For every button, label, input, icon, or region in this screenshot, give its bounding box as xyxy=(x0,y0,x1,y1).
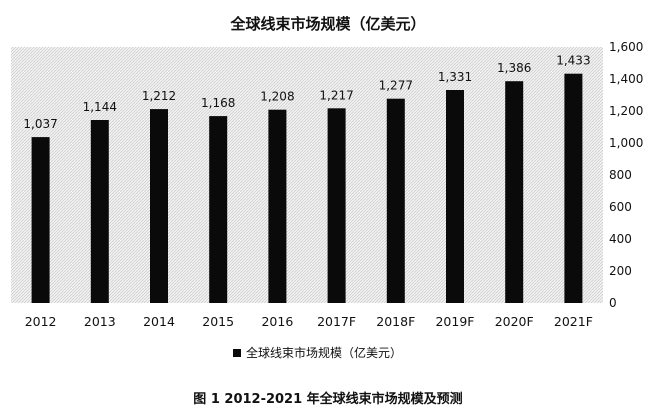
x-tick-label-2013: 2013 xyxy=(84,314,116,329)
x-tick-label-2018F: 2018F xyxy=(376,314,415,329)
data-label-2021F: 1,433 xyxy=(556,54,590,68)
bar-2014 xyxy=(150,109,168,303)
legend-label: 全球线束市场规模（亿美元） xyxy=(246,345,402,360)
y-tick-label-4: 800 xyxy=(609,168,632,182)
y-axis: 0 200 400 600 800 1,000 1,200 1,400 1,600 xyxy=(609,40,643,310)
value-labels-group: 1,037 1,144 1,212 1,168 1,208 1,217 1,277 1,331… xyxy=(23,54,590,131)
x-tick-label-2016: 2016 xyxy=(261,314,293,329)
chart-title: 全球线束市场规模（亿美元） xyxy=(229,15,425,33)
y-tick-label-1: 200 xyxy=(609,264,632,278)
x-tick-label-2015: 2015 xyxy=(202,314,234,329)
y-tick-label-3: 600 xyxy=(609,200,632,214)
bar-2019F xyxy=(446,90,464,303)
y-tick-label-0: 0 xyxy=(609,296,617,310)
bar-2016 xyxy=(268,109,287,303)
data-label-2018F: 1,277 xyxy=(379,79,413,93)
bars-group xyxy=(31,73,583,303)
x-tick-label-2019F: 2019F xyxy=(435,314,474,329)
data-label-2019F: 1,331 xyxy=(438,70,472,84)
x-tick-label-2017F: 2017F xyxy=(317,314,356,329)
legend-swatch xyxy=(233,349,241,357)
data-label-2017F: 1,217 xyxy=(319,88,353,102)
x-tick-label-2021F: 2021F xyxy=(554,314,593,329)
bar-2012 xyxy=(31,137,50,303)
x-tick-label-2014: 2014 xyxy=(143,314,175,329)
data-label-2012: 1,037 xyxy=(23,117,57,131)
y-tick-label-7: 1,400 xyxy=(609,72,643,86)
plot-area-background xyxy=(11,47,603,303)
bar-2017F xyxy=(327,108,346,303)
y-tick-label-6: 1,200 xyxy=(609,104,643,118)
data-label-2016: 1,208 xyxy=(260,90,294,104)
data-label-2013: 1,144 xyxy=(83,100,117,114)
data-label-2014: 1,212 xyxy=(142,89,176,103)
x-tick-label-2012: 2012 xyxy=(25,314,57,329)
bar-2015 xyxy=(209,116,228,303)
x-axis: 2012 2013 2014 2015 2016 2017F 2018F 2019F 2020F… xyxy=(25,314,593,329)
legend: 全球线束市场规模（亿美元） xyxy=(233,345,402,360)
data-label-2020F: 1,386 xyxy=(497,61,531,75)
bar-2021F xyxy=(564,73,583,303)
bar-2020F xyxy=(505,81,524,303)
data-label-2015: 1,168 xyxy=(201,96,235,110)
bar-2013 xyxy=(90,120,109,303)
x-tick-label-2020F: 2020F xyxy=(495,314,534,329)
y-tick-label-2: 400 xyxy=(609,232,632,246)
y-tick-label-8: 1,600 xyxy=(609,40,643,54)
figure-caption: 图 1 2012-2021 年全球线束市场规模及预测 xyxy=(193,391,462,407)
y-tick-label-5: 1,000 xyxy=(609,136,643,150)
bar-2018F xyxy=(386,98,405,303)
